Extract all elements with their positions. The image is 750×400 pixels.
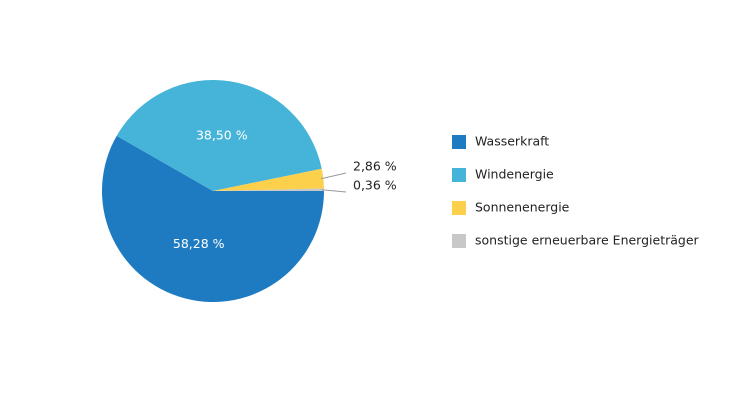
slice-label: 2,86 % (353, 159, 397, 174)
pie-slice (213, 188, 324, 191)
legend-label: Sonnenenergie (475, 200, 570, 215)
legend-label: Windenergie (475, 167, 554, 182)
leader-line (321, 189, 347, 193)
slice-label: 0,36 % (353, 178, 397, 193)
pie-slice (102, 135, 325, 302)
legend-swatch (452, 135, 466, 149)
leader-line (320, 172, 347, 180)
legend-swatch (452, 201, 466, 215)
slice-label: 58,28 % (173, 236, 225, 251)
legend-swatch (452, 168, 466, 182)
pie-slice (116, 80, 322, 191)
slice-label: 38,50 % (196, 128, 248, 143)
legend-label: sonstige erneuerbare Energieträger (475, 233, 700, 248)
legend-label: Wasserkraft (475, 134, 549, 149)
legend-swatch (452, 234, 466, 248)
pie-slice (213, 168, 324, 191)
